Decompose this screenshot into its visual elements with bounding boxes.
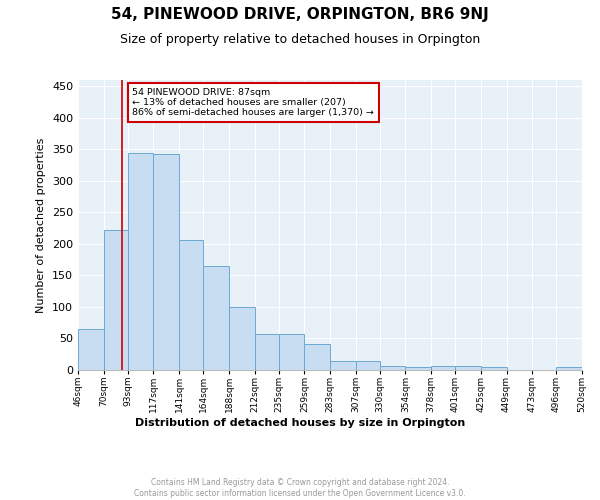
Bar <box>431 366 455 370</box>
Y-axis label: Number of detached properties: Number of detached properties <box>37 138 46 312</box>
Text: 54 PINEWOOD DRIVE: 87sqm
← 13% of detached houses are smaller (207)
86% of semi-: 54 PINEWOOD DRIVE: 87sqm ← 13% of detach… <box>132 88 374 118</box>
Bar <box>406 367 431 370</box>
Bar <box>380 366 406 370</box>
Bar <box>481 367 506 370</box>
Text: Distribution of detached houses by size in Orpington: Distribution of detached houses by size … <box>135 418 465 428</box>
Bar <box>279 334 304 370</box>
Bar <box>154 154 179 370</box>
Bar <box>356 360 380 370</box>
Bar <box>304 344 330 370</box>
Bar <box>556 367 582 370</box>
Bar <box>229 307 254 370</box>
Bar <box>179 240 203 370</box>
Bar <box>455 366 481 370</box>
Bar <box>128 152 154 370</box>
Bar <box>254 334 279 370</box>
Text: Contains HM Land Registry data © Crown copyright and database right 2024.
Contai: Contains HM Land Registry data © Crown c… <box>134 478 466 498</box>
Text: Size of property relative to detached houses in Orpington: Size of property relative to detached ho… <box>120 32 480 46</box>
Bar <box>78 329 104 370</box>
Text: 54, PINEWOOD DRIVE, ORPINGTON, BR6 9NJ: 54, PINEWOOD DRIVE, ORPINGTON, BR6 9NJ <box>111 8 489 22</box>
Bar <box>203 266 229 370</box>
Bar <box>104 230 128 370</box>
Bar <box>330 360 356 370</box>
